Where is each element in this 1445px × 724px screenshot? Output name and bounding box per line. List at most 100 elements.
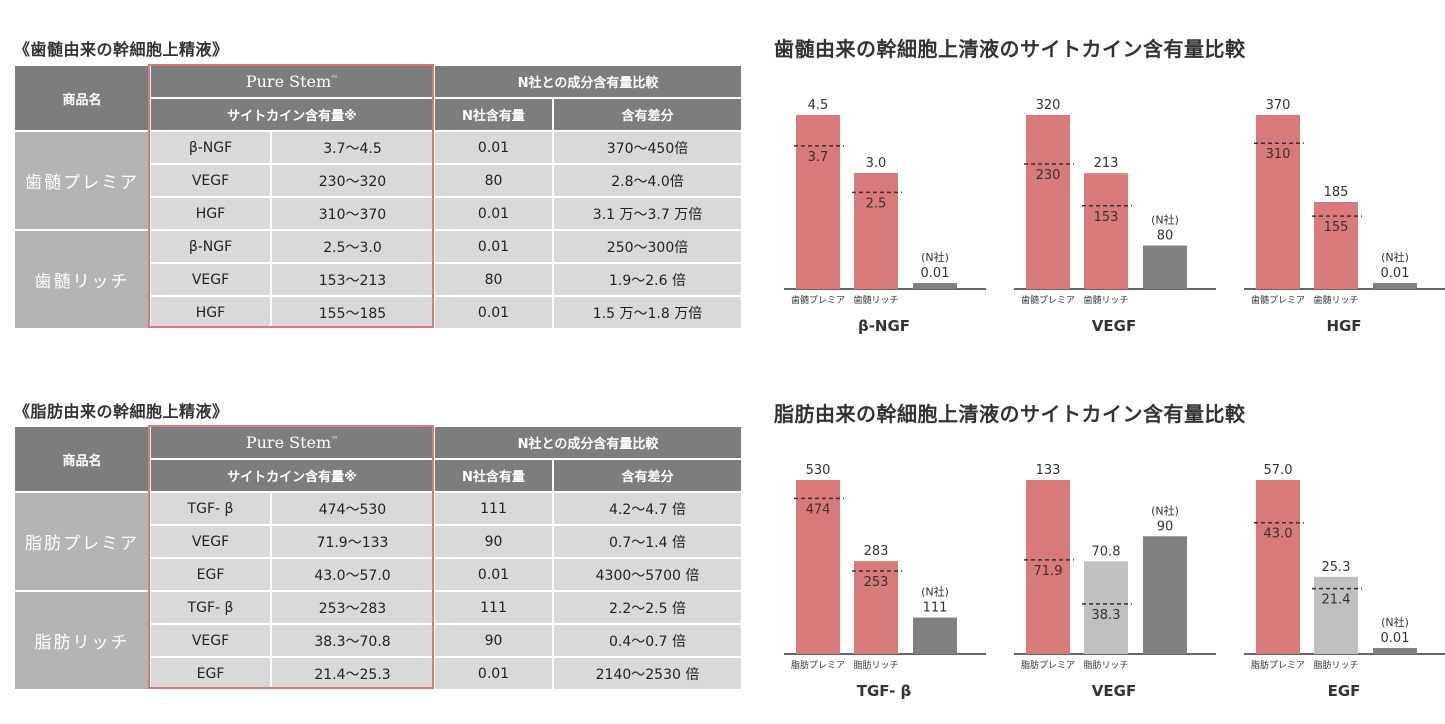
range-cell: 230～320: [270, 163, 435, 198]
bar: [1143, 536, 1187, 654]
factor-cell: TGF- β: [149, 590, 272, 625]
range-cell: 3.7～4.5: [270, 130, 435, 165]
bar-min-label: 253: [864, 575, 889, 590]
bar-max-label: 320: [1036, 98, 1061, 113]
bar-min-label: 71.9: [1034, 564, 1063, 579]
range-cell: 474～530: [270, 491, 435, 526]
bar-max-label: 213: [1094, 156, 1119, 171]
bar-max-label: 283: [864, 544, 889, 559]
bar-min-label: 474: [806, 502, 831, 517]
header-content: サイトカイン含有量※: [149, 458, 435, 493]
header-brand: Pure Stem™: [149, 64, 435, 99]
diff-cell: 250～300倍: [551, 229, 744, 264]
bar: [1026, 480, 1070, 654]
bar: [913, 283, 957, 289]
n-cell: 0.01: [433, 130, 554, 165]
header-n-content: N社含有量: [433, 97, 554, 132]
bar-min-label: 3.7: [808, 150, 829, 165]
bar-value-label: 111: [923, 601, 948, 616]
factor-cell: VEGF: [149, 623, 272, 658]
diff-cell: 2.2～2.5 倍: [551, 590, 744, 625]
dental-spec-table: 商品名 Pure Stem™ N社との成分含有量比較 サイトカイン含有量※ N社…: [13, 64, 744, 330]
range-cell: 2.5～3.0: [270, 229, 435, 264]
bar: [1256, 480, 1300, 654]
bar-min-label: 43.0: [1264, 527, 1293, 542]
factor-cell: VEGF: [149, 163, 272, 198]
bar: [913, 617, 957, 654]
bar: [1026, 115, 1070, 289]
n-cell: 80: [433, 163, 554, 198]
header-n-content: N社含有量: [433, 458, 554, 493]
bar-max-label: 185: [1324, 185, 1349, 200]
factor-cell: β-NGF: [149, 229, 272, 264]
bar-category-label: 脂肪プレミア: [1251, 659, 1305, 671]
bar-max-label: 3.0: [866, 156, 887, 171]
header-diff: 含有差分: [551, 458, 744, 493]
bar-max-label: 4.5: [808, 98, 829, 113]
chart-factor-title: EGF: [1328, 682, 1361, 700]
bar: [796, 115, 840, 289]
diff-cell: 370～450倍: [551, 130, 744, 165]
bar-min-label: 2.5: [866, 196, 887, 211]
bar-category-label: 脂肪プレミア: [791, 659, 845, 671]
n-cell: 0.01: [433, 295, 554, 330]
bar-tag-label: (N社): [1381, 250, 1409, 264]
factor-cell: EGF: [149, 557, 272, 592]
bar: [1373, 283, 1417, 289]
bar-value-label: 0.01: [1381, 266, 1410, 281]
fat-section-label: 《脂肪由来の幹細胞上精液》: [14, 402, 229, 421]
diff-cell: 4300～5700 倍: [551, 557, 744, 592]
product-name: 脂肪リッチ: [13, 590, 151, 691]
n-cell: 111: [433, 491, 554, 526]
dental-chart-title: 歯髄由来の幹細胞上清液のサイトカイン含有量比較: [774, 37, 1246, 61]
bar-max-label: 133: [1036, 463, 1061, 478]
range-cell: 155～185: [270, 295, 435, 330]
bar-tag-label: (N社): [1151, 503, 1179, 517]
bar: [1314, 576, 1358, 654]
range-cell: 253～283: [270, 590, 435, 625]
bar-value-label: 0.01: [1381, 631, 1410, 646]
bar-max-label: 370: [1266, 98, 1291, 113]
factor-cell: EGF: [149, 656, 272, 691]
bar: [854, 561, 898, 654]
n-cell: 90: [433, 623, 554, 658]
bar-max-label: 70.8: [1092, 544, 1121, 559]
bar-max-label: 25.3: [1322, 560, 1351, 575]
range-cell: 153～213: [270, 262, 435, 297]
n-cell: 0.01: [433, 656, 554, 691]
bar-tag-label: (N社): [921, 250, 949, 264]
chart-factor-title: VEGF: [1092, 682, 1136, 700]
diff-cell: 2140～2530 倍: [551, 656, 744, 691]
factor-cell: HGF: [149, 196, 272, 231]
dental-section-label: 《歯髄由来の幹細胞上精液》: [14, 40, 229, 59]
factor-cell: HGF: [149, 295, 272, 330]
factor-cell: TGF- β: [149, 491, 272, 526]
bar-category-label: 歯髄プレミア: [1251, 294, 1305, 306]
bar-min-label: 21.4: [1322, 593, 1351, 608]
bar: [796, 480, 840, 654]
header-diff: 含有差分: [551, 97, 744, 132]
bar-min-label: 38.3: [1092, 608, 1121, 623]
bar-min-label: 230: [1036, 168, 1061, 183]
diff-cell: 4.2～4.7 倍: [551, 491, 744, 526]
diff-cell: 0.7～1.4 倍: [551, 524, 744, 559]
bar: [1143, 245, 1187, 289]
bar-min-label: 155: [1324, 220, 1349, 235]
bar: [1084, 173, 1128, 289]
diff-cell: 2.8～4.0倍: [551, 163, 744, 198]
bar-tag-label: (N社): [1151, 213, 1179, 227]
header-compare: N社との成分含有量比較: [432, 64, 744, 99]
chart-factor-title: HGF: [1326, 317, 1361, 335]
product-name: 歯髄プレミア: [13, 130, 151, 231]
product-name: 歯髄リッチ: [13, 229, 151, 330]
header-product: 商品名: [13, 425, 151, 493]
bar: [1084, 561, 1128, 654]
n-cell: 80: [433, 262, 554, 297]
chart-factor-title: β-NGF: [858, 317, 910, 335]
bar-category-label: 歯髄プレミア: [791, 294, 845, 306]
bar-min-label: 310: [1266, 147, 1291, 162]
factor-cell: β-NGF: [149, 130, 272, 165]
n-cell: 0.01: [433, 557, 554, 592]
bar: [1314, 202, 1358, 289]
